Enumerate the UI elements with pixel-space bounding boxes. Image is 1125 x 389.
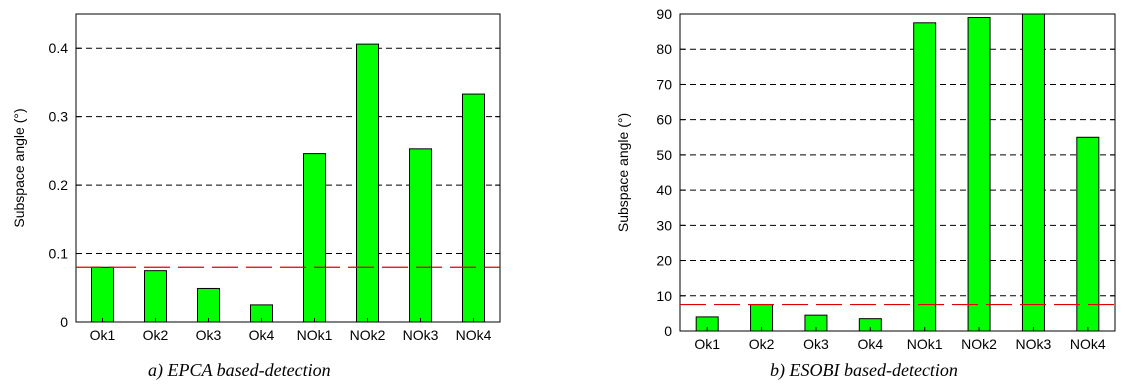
y-tick-label: 30 [656,217,672,233]
caption-epca: a) EPCA based-detection [148,360,331,380]
y-tick-label: 90 [656,6,672,22]
x-tick-label: NOk3 [1016,336,1052,352]
y-tick-label: 10 [656,288,672,304]
bar [356,43,379,323]
bar [91,266,114,323]
x-tick-label: Ok3 [803,336,829,352]
y-tick-label: 0 [60,314,68,330]
x-tick-label: Ok3 [196,327,222,343]
bar [462,93,485,323]
x-tick-label: Ok1 [694,336,720,352]
x-tick-label: NOk4 [456,327,492,343]
x-tick-label: NOk2 [350,327,386,343]
x-tick-label: Ok2 [143,327,169,343]
x-tick-label: Ok4 [249,327,275,343]
x-tick-label: Ok2 [749,336,775,352]
x-tick-label: NOk1 [907,336,943,352]
y-tick-label: 40 [656,182,672,198]
bar [913,22,937,332]
y-tick-label: 60 [656,112,672,128]
bar [1076,136,1100,332]
bar [144,270,167,323]
bar [1021,13,1045,332]
y-tick-label: 0.3 [49,109,69,125]
chart-esobi: 0 10 20 30 40 50 60 70 80 90 Ok1 Ok2 Ok3 Ok4 NOk1 NOk2 N… [615,6,1116,352]
y-tick-label: 0.1 [49,246,69,262]
y-tick-label: 70 [656,76,672,92]
y-tick-label: 0 [664,323,672,339]
x-tick-label: NOk3 [403,327,439,343]
x-tick-label: Ok1 [90,327,116,343]
bar [967,17,991,332]
y-tick-label: 0.4 [49,40,69,56]
bar [197,287,220,323]
y-tick-label: 50 [656,147,672,163]
y-axis-label: Subspace angle (°) [11,108,27,227]
x-tick-label: NOk1 [297,327,333,343]
bar [303,153,326,323]
y-axis-label: Subspace angle (°) [615,113,631,232]
caption-esobi: b) ESOBI based-detection [770,360,958,380]
y-tick-label: 20 [656,253,672,269]
x-tick-label: NOk4 [1070,336,1106,352]
plot-frame [75,13,501,323]
x-tick-label: NOk2 [961,336,997,352]
chart-epca: 0 0.1 0.2 0.3 0.4 Ok1 Ok2 Ok3 Ok4 NOk1 NOk2 NOk3 NOk… [11,13,501,343]
x-tick-label: Ok4 [857,336,883,352]
bar [409,148,432,323]
plot-frame [679,13,1116,332]
y-tick-label: 0.2 [49,177,69,193]
y-tick-label: 80 [656,41,672,57]
